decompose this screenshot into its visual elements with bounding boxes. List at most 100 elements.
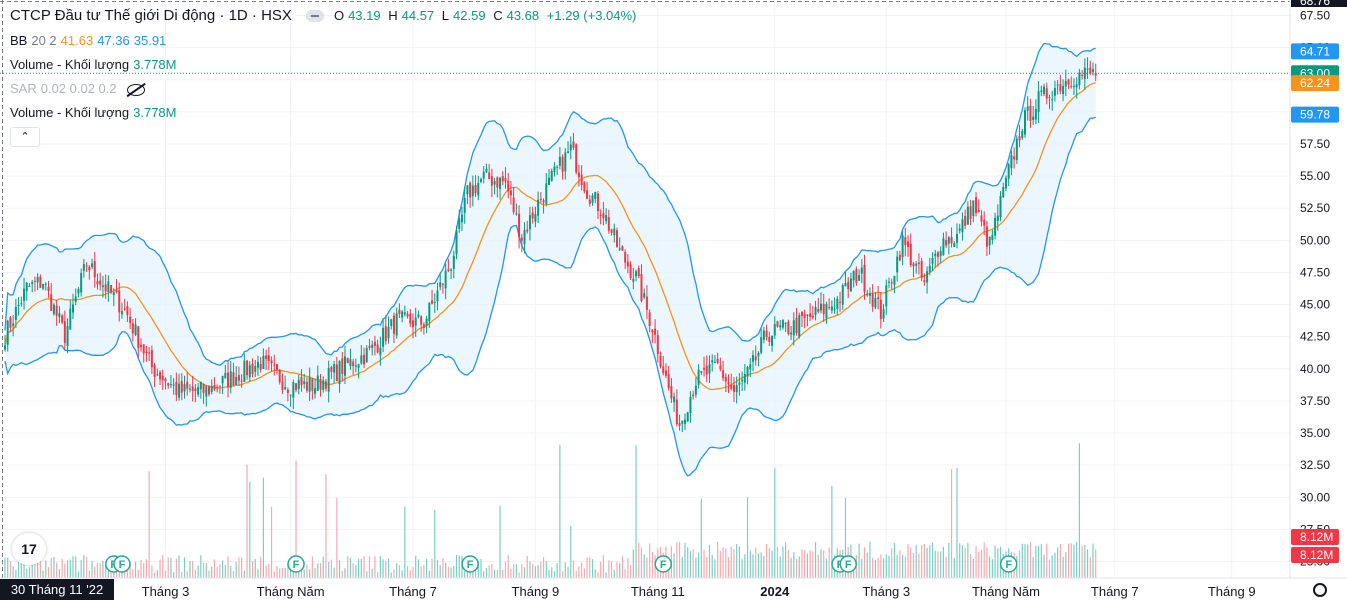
- hidden-eye-icon[interactable]: [126, 83, 145, 96]
- candle-body: [926, 271, 929, 283]
- candle-body: [958, 228, 961, 231]
- candle-body: [1048, 97, 1051, 99]
- candle-body: [771, 335, 774, 346]
- candle: [526, 220, 529, 234]
- collapse-pill-icon[interactable]: [305, 10, 324, 23]
- candle: [110, 285, 113, 295]
- candle-body: [61, 315, 64, 323]
- volume-bar: [404, 506, 406, 578]
- candle: [637, 265, 640, 279]
- volume-bar: [379, 556, 381, 578]
- candle: [422, 322, 425, 335]
- dividend-marker-circle: [287, 555, 305, 573]
- candle: [605, 208, 608, 225]
- volume-value: 3.778M: [133, 57, 177, 72]
- volume-bar: [630, 565, 632, 578]
- volume-bar: [83, 555, 85, 578]
- volume-bar: [58, 568, 60, 578]
- candle-body: [501, 176, 504, 182]
- candle: [732, 376, 735, 402]
- candle: [828, 298, 831, 310]
- volume-legend-2[interactable]: Volume - Khối lượng 3.778M: [10, 105, 181, 120]
- candle-body: [360, 355, 363, 364]
- volume-bar: [488, 565, 490, 578]
- volume-bar: [129, 562, 131, 578]
- volume-bar: [42, 570, 44, 578]
- candle: [444, 263, 447, 300]
- candle: [768, 331, 771, 346]
- volume-bar: [1021, 543, 1023, 578]
- volume-bar: [820, 549, 822, 578]
- dividend-marker: F: [839, 555, 857, 573]
- candle-body: [762, 330, 765, 340]
- candle-body: [765, 330, 768, 338]
- candle: [1024, 107, 1026, 138]
- volume-bar: [708, 545, 711, 578]
- candle-body: [879, 299, 882, 319]
- volume-bar: [1048, 559, 1051, 578]
- candle: [509, 180, 512, 205]
- candle: [327, 360, 330, 403]
- candle-body: [885, 285, 888, 307]
- candle-body: [667, 374, 670, 389]
- volume-bar: [94, 566, 96, 578]
- candle: [460, 206, 463, 232]
- x-tick-label: 2024: [760, 584, 790, 599]
- chevron-up-icon[interactable]: ⌃: [10, 127, 40, 147]
- candle-body: [624, 252, 627, 263]
- candle: [401, 309, 404, 323]
- candle: [999, 190, 1002, 222]
- symbol-legend: CTCP Đầu tư Thế giới Di động · 1D · HSX O…: [10, 7, 644, 24]
- volume-bar: [610, 561, 613, 578]
- volume-bar: [989, 556, 991, 578]
- candle: [123, 298, 126, 311]
- candle: [1072, 78, 1075, 95]
- volume-legend[interactable]: Volume - Khối lượng 3.778M: [10, 57, 181, 72]
- sar-legend[interactable]: SAR 0.02 0.02 0.2: [10, 81, 149, 96]
- candle: [779, 320, 782, 331]
- candle-body: [738, 382, 741, 385]
- candle: [229, 361, 232, 394]
- candle: [254, 360, 257, 377]
- candle-body: [42, 284, 45, 289]
- y-tick-label: 67.50: [1300, 9, 1330, 23]
- candle: [803, 309, 806, 329]
- candle: [452, 250, 455, 279]
- x-tick-label: Tháng 7: [389, 584, 437, 599]
- candle-body: [104, 284, 107, 292]
- tradingview-logo[interactable]: 17: [12, 533, 46, 565]
- volume-bar: [91, 560, 93, 578]
- candle-body: [392, 315, 395, 334]
- candle-body: [528, 215, 531, 230]
- candle-body: [681, 420, 684, 424]
- candle-body: [703, 367, 706, 370]
- candle: [300, 369, 303, 392]
- candle: [425, 315, 428, 334]
- candle: [550, 168, 553, 182]
- candle-body: [194, 388, 197, 392]
- gear-icon[interactable]: [1313, 583, 1327, 597]
- candle-body: [428, 302, 431, 322]
- volume-bar: [619, 563, 621, 578]
- candle-body: [844, 283, 847, 287]
- candle: [874, 292, 877, 310]
- candle-body: [300, 376, 303, 386]
- candle: [1059, 74, 1062, 95]
- dividend-marker: F: [461, 555, 479, 573]
- symbol-title[interactable]: CTCP Đầu tư Thế giới Di động · 1D · HSX: [10, 7, 292, 24]
- candle-body: [936, 252, 939, 257]
- candle: [99, 272, 102, 291]
- candle-body: [409, 313, 412, 324]
- candle-body: [281, 381, 284, 390]
- volume-bar: [75, 556, 77, 578]
- candle: [417, 310, 420, 319]
- x-tick-label: Tháng 3: [142, 584, 190, 599]
- candle-body: [548, 177, 550, 185]
- bb-legend[interactable]: BB 20 2 41.63 47.36 35.91: [10, 33, 170, 48]
- candle: [344, 345, 346, 385]
- candle: [988, 236, 991, 255]
- candle: [403, 305, 406, 317]
- candle: [278, 369, 281, 385]
- candle-body: [545, 183, 548, 204]
